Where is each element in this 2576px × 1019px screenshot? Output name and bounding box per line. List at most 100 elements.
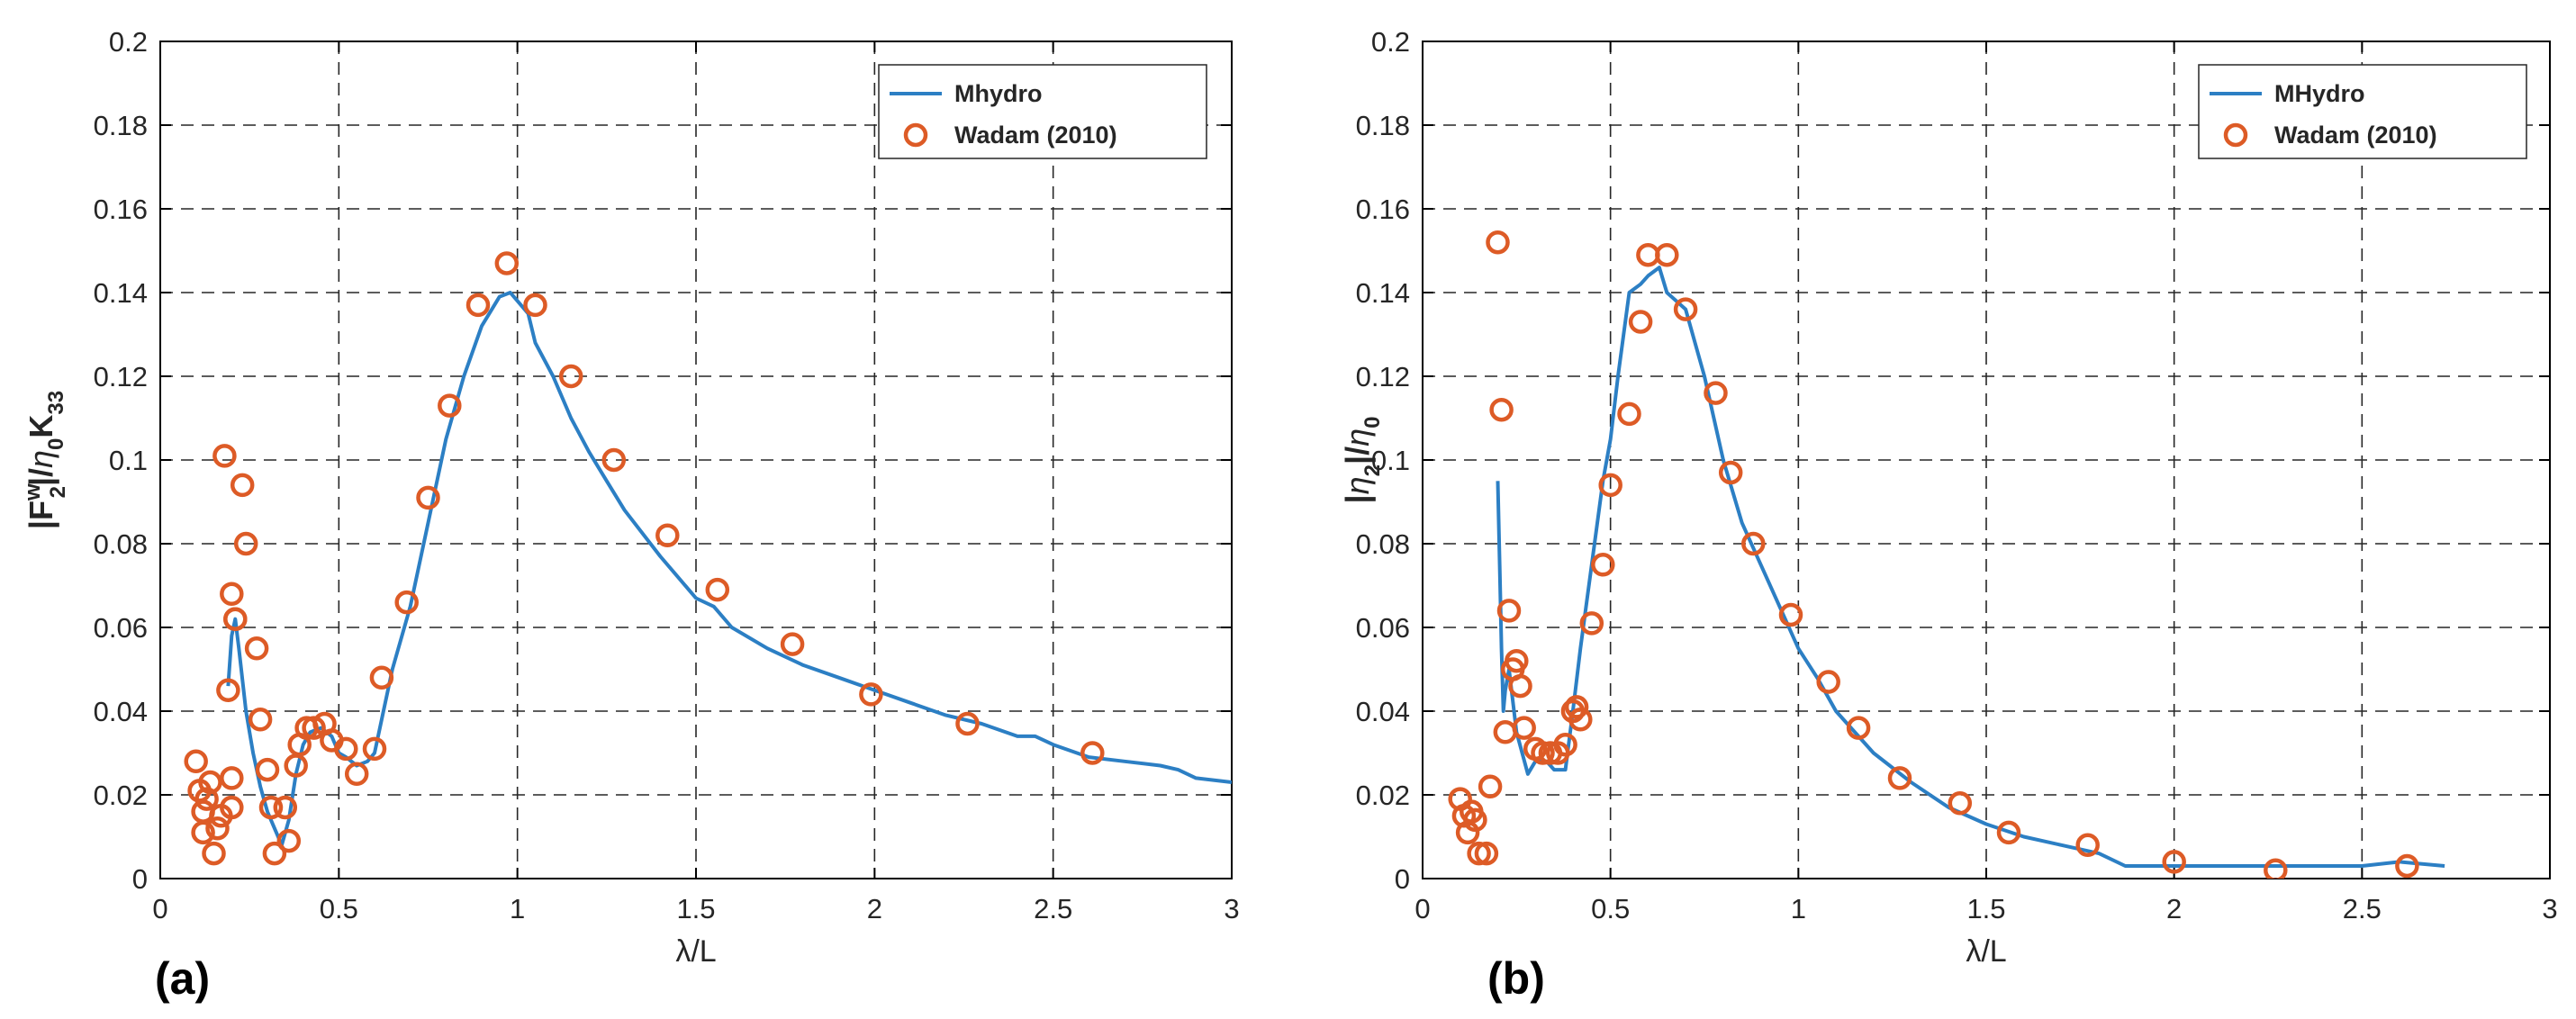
wadam-point (198, 770, 222, 795)
wadam-point (1741, 531, 1766, 556)
wadam-point (276, 828, 302, 853)
legend-box (878, 64, 1207, 159)
wadam-point (202, 841, 226, 866)
x-tick-label: 2.5 (2343, 893, 2382, 924)
data-layer (1448, 230, 2445, 879)
wadam-point (2075, 833, 2100, 858)
wadam-point (1996, 820, 2021, 845)
legend-line-label: MHydro (2274, 80, 2365, 107)
y-label-part-mid: |/ (1339, 446, 1377, 464)
wadam-point (2162, 850, 2186, 874)
wadam-point (1628, 310, 1653, 334)
y-label-part-mid: |/ (23, 468, 60, 486)
wadam-point (1948, 791, 1973, 816)
x-axis-label: λ/L (1966, 934, 2006, 969)
y-tick-label: 0.16 (1356, 194, 1410, 225)
y-tick-label: 0.1 (109, 445, 148, 476)
wadam-point (655, 523, 680, 547)
legend: Mhydro Wadam (2010) (878, 64, 1207, 159)
y-tick-label: 0.14 (1356, 277, 1410, 309)
y-label-part-eta: η (23, 450, 59, 468)
panel-a: 0 0.5 1 1.5 2 2.5 3 0 0.02 0.04 0.06 0.08 0.1 0.12 0.1… (21, 26, 1240, 1004)
legend-marker-swatch (903, 122, 928, 148)
x-tick-label: 2 (867, 893, 882, 924)
wadam-point (601, 447, 627, 473)
wadam-point (216, 678, 240, 703)
wadam-point (273, 795, 298, 820)
y-label-part-sub0: 0 (44, 438, 68, 450)
y-label-part-K: K (23, 415, 59, 438)
x-axis-label: λ/L (675, 934, 716, 969)
wadam-point (1531, 741, 1555, 765)
wadam-point (1579, 611, 1604, 636)
x-tick-label: 1 (510, 893, 525, 924)
y-tick-label: 0.08 (94, 528, 148, 560)
y-tick-label: 0.06 (1356, 612, 1410, 644)
wadam-point (1617, 401, 1641, 427)
wadam-point (255, 757, 280, 782)
y-label-part-sub2: 2 (46, 486, 70, 498)
wadam-point (859, 682, 883, 707)
wadam-point (205, 816, 230, 841)
y-label-part-eta2: η (1339, 428, 1376, 446)
wadam-point (220, 766, 244, 790)
wadam-point (1486, 230, 1510, 255)
legend-box (2198, 64, 2527, 159)
y-label-part-F: |F (23, 500, 60, 529)
y-label-part-sub33: 33 (44, 391, 68, 415)
wadam-point (1508, 673, 1532, 699)
wadam-point (1553, 732, 1577, 757)
y-tick-label: 0.16 (94, 194, 148, 225)
wadam-point (1846, 716, 1871, 740)
wadam-point (1478, 774, 1503, 798)
x-tick-label: 0.5 (320, 893, 358, 924)
y-tick-label: 0.06 (94, 612, 148, 644)
y-tick-label: 0 (132, 863, 148, 895)
wadam-point (248, 708, 273, 732)
wadam-point (220, 795, 244, 820)
wadam-point (955, 711, 980, 736)
series-line-mhydro (1496, 266, 2445, 868)
wadam-point (220, 582, 244, 607)
y-label-part-sub0: 0 (1360, 417, 1385, 428)
y-label-part-bar1: | (1339, 494, 1377, 503)
wadam-point (369, 665, 394, 690)
wadam-point (494, 251, 520, 275)
y-tick-label: 0.02 (1356, 780, 1410, 811)
y-tick-label: 0.04 (1356, 696, 1410, 727)
wadam-point (523, 293, 547, 318)
wadam-point (2395, 853, 2419, 879)
wadam-point (244, 636, 269, 661)
y-tick-label: 0.08 (1356, 528, 1410, 560)
data-layer (184, 251, 1232, 866)
wadam-point (362, 736, 387, 762)
y-label-part-eta: η (1339, 476, 1376, 494)
wadam-point (780, 632, 805, 656)
legend-line-label: Mhydro (954, 80, 1043, 107)
legend-marker-label: Wadam (2010) (2274, 122, 2437, 149)
wadam-point (1778, 602, 1803, 627)
legend-marker-swatch (2223, 122, 2248, 148)
wadam-point (1564, 695, 1589, 719)
wadam-point (194, 787, 219, 811)
wadam-point (212, 444, 237, 468)
y-label-part-sup: w (21, 483, 45, 501)
wadam-point (2264, 858, 2288, 879)
wadam-point (1467, 841, 1491, 866)
wadam-point (1568, 708, 1593, 732)
y-tick-label: 0.2 (1371, 26, 1410, 58)
panel-label: (b) (1487, 953, 1545, 1004)
wadam-point (1489, 397, 1514, 422)
x-tick-label: 0.5 (1591, 893, 1630, 924)
wadam-point (1704, 381, 1728, 405)
wadam-point (1474, 841, 1499, 866)
wadam-point (438, 393, 462, 418)
wadam-point (184, 749, 208, 774)
wadam-point (344, 762, 369, 787)
legend-marker-label: Wadam (2010) (954, 122, 1117, 149)
y-tick-label: 0.12 (1356, 361, 1410, 392)
x-tick-label: 1.5 (1966, 893, 2005, 924)
wadam-point (1512, 716, 1536, 740)
panel-b: 0 0.5 1 1.5 2 2.5 3 0 0.02 0.04 0.06 0.08 0.1 0.12 0.1… (1339, 26, 2558, 1004)
